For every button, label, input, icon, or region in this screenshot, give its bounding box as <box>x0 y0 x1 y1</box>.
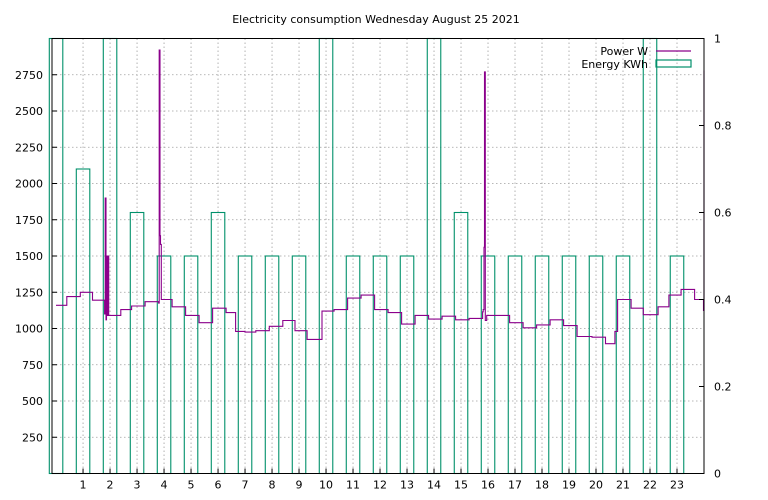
x-tick-label: 16 <box>481 479 495 492</box>
y-tick-label: 2750 <box>15 69 43 82</box>
x-tick-label: 18 <box>535 479 549 492</box>
legend-label-power: Power W <box>600 45 648 58</box>
x-tick-label: 19 <box>562 479 576 492</box>
y-tick-label: 2250 <box>15 141 43 154</box>
x-tick-label: 21 <box>616 479 630 492</box>
y-tick-label: 1250 <box>15 286 43 299</box>
x-tick-label: 6 <box>215 479 222 492</box>
x-tick-label: 1 <box>80 479 87 492</box>
energy-bar <box>615 255 631 475</box>
y-tick-label: 500 <box>22 395 43 408</box>
y2-tick-label: 0.2 <box>714 381 732 394</box>
x-tick-label: 14 <box>427 479 441 492</box>
y-tick-label: 2000 <box>15 178 43 191</box>
energy-bar <box>507 255 523 475</box>
power-line <box>56 49 705 345</box>
x-tick-label: 15 <box>454 479 468 492</box>
x-tick-label: 10 <box>319 479 333 492</box>
x-tick-label: 8 <box>269 479 276 492</box>
energy-bar <box>399 255 415 475</box>
y2-tick-label: 0 <box>714 468 721 481</box>
y2-tick-label: 0.6 <box>714 207 732 220</box>
x-tick-label: 2 <box>107 479 114 492</box>
x-tick-label: 11 <box>346 479 360 492</box>
power-series <box>56 49 705 345</box>
y-tick-label: 2500 <box>15 105 43 118</box>
x-tick-label: 5 <box>188 479 195 492</box>
x-tick-label: 7 <box>242 479 249 492</box>
chart-title: Electricity consumption Wednesday August… <box>232 13 520 26</box>
legend-label-energy: Energy KWh <box>581 58 648 71</box>
legend-swatch-energy <box>655 59 692 68</box>
legend: Power W Energy KWh <box>581 45 692 71</box>
energy-bar <box>291 255 307 475</box>
x-tick-label: 22 <box>643 479 657 492</box>
x-tick-label: 17 <box>508 479 522 492</box>
x-tick-label: 4 <box>161 479 168 492</box>
y2-tick-label: 0.8 <box>714 120 732 133</box>
x-tick-label: 20 <box>589 479 603 492</box>
x-tick-label: 23 <box>670 479 684 492</box>
y-tick-label: 1750 <box>15 214 43 227</box>
x-tick-label: 12 <box>373 479 387 492</box>
x-tick-label: 3 <box>134 479 141 492</box>
y-tick-label: 1500 <box>15 250 43 263</box>
y-tick-label: 250 <box>22 431 43 444</box>
energy-bar <box>183 255 199 475</box>
y2-tick-label: 1 <box>714 33 721 46</box>
axes: 2505007501000125015001750200022502500275… <box>15 33 732 492</box>
x-tick-label: 9 <box>296 479 303 492</box>
y-tick-label: 1000 <box>15 323 43 336</box>
y2-tick-label: 0.4 <box>714 294 732 307</box>
x-tick-label: 13 <box>400 479 414 492</box>
y-tick-label: 750 <box>22 359 43 372</box>
